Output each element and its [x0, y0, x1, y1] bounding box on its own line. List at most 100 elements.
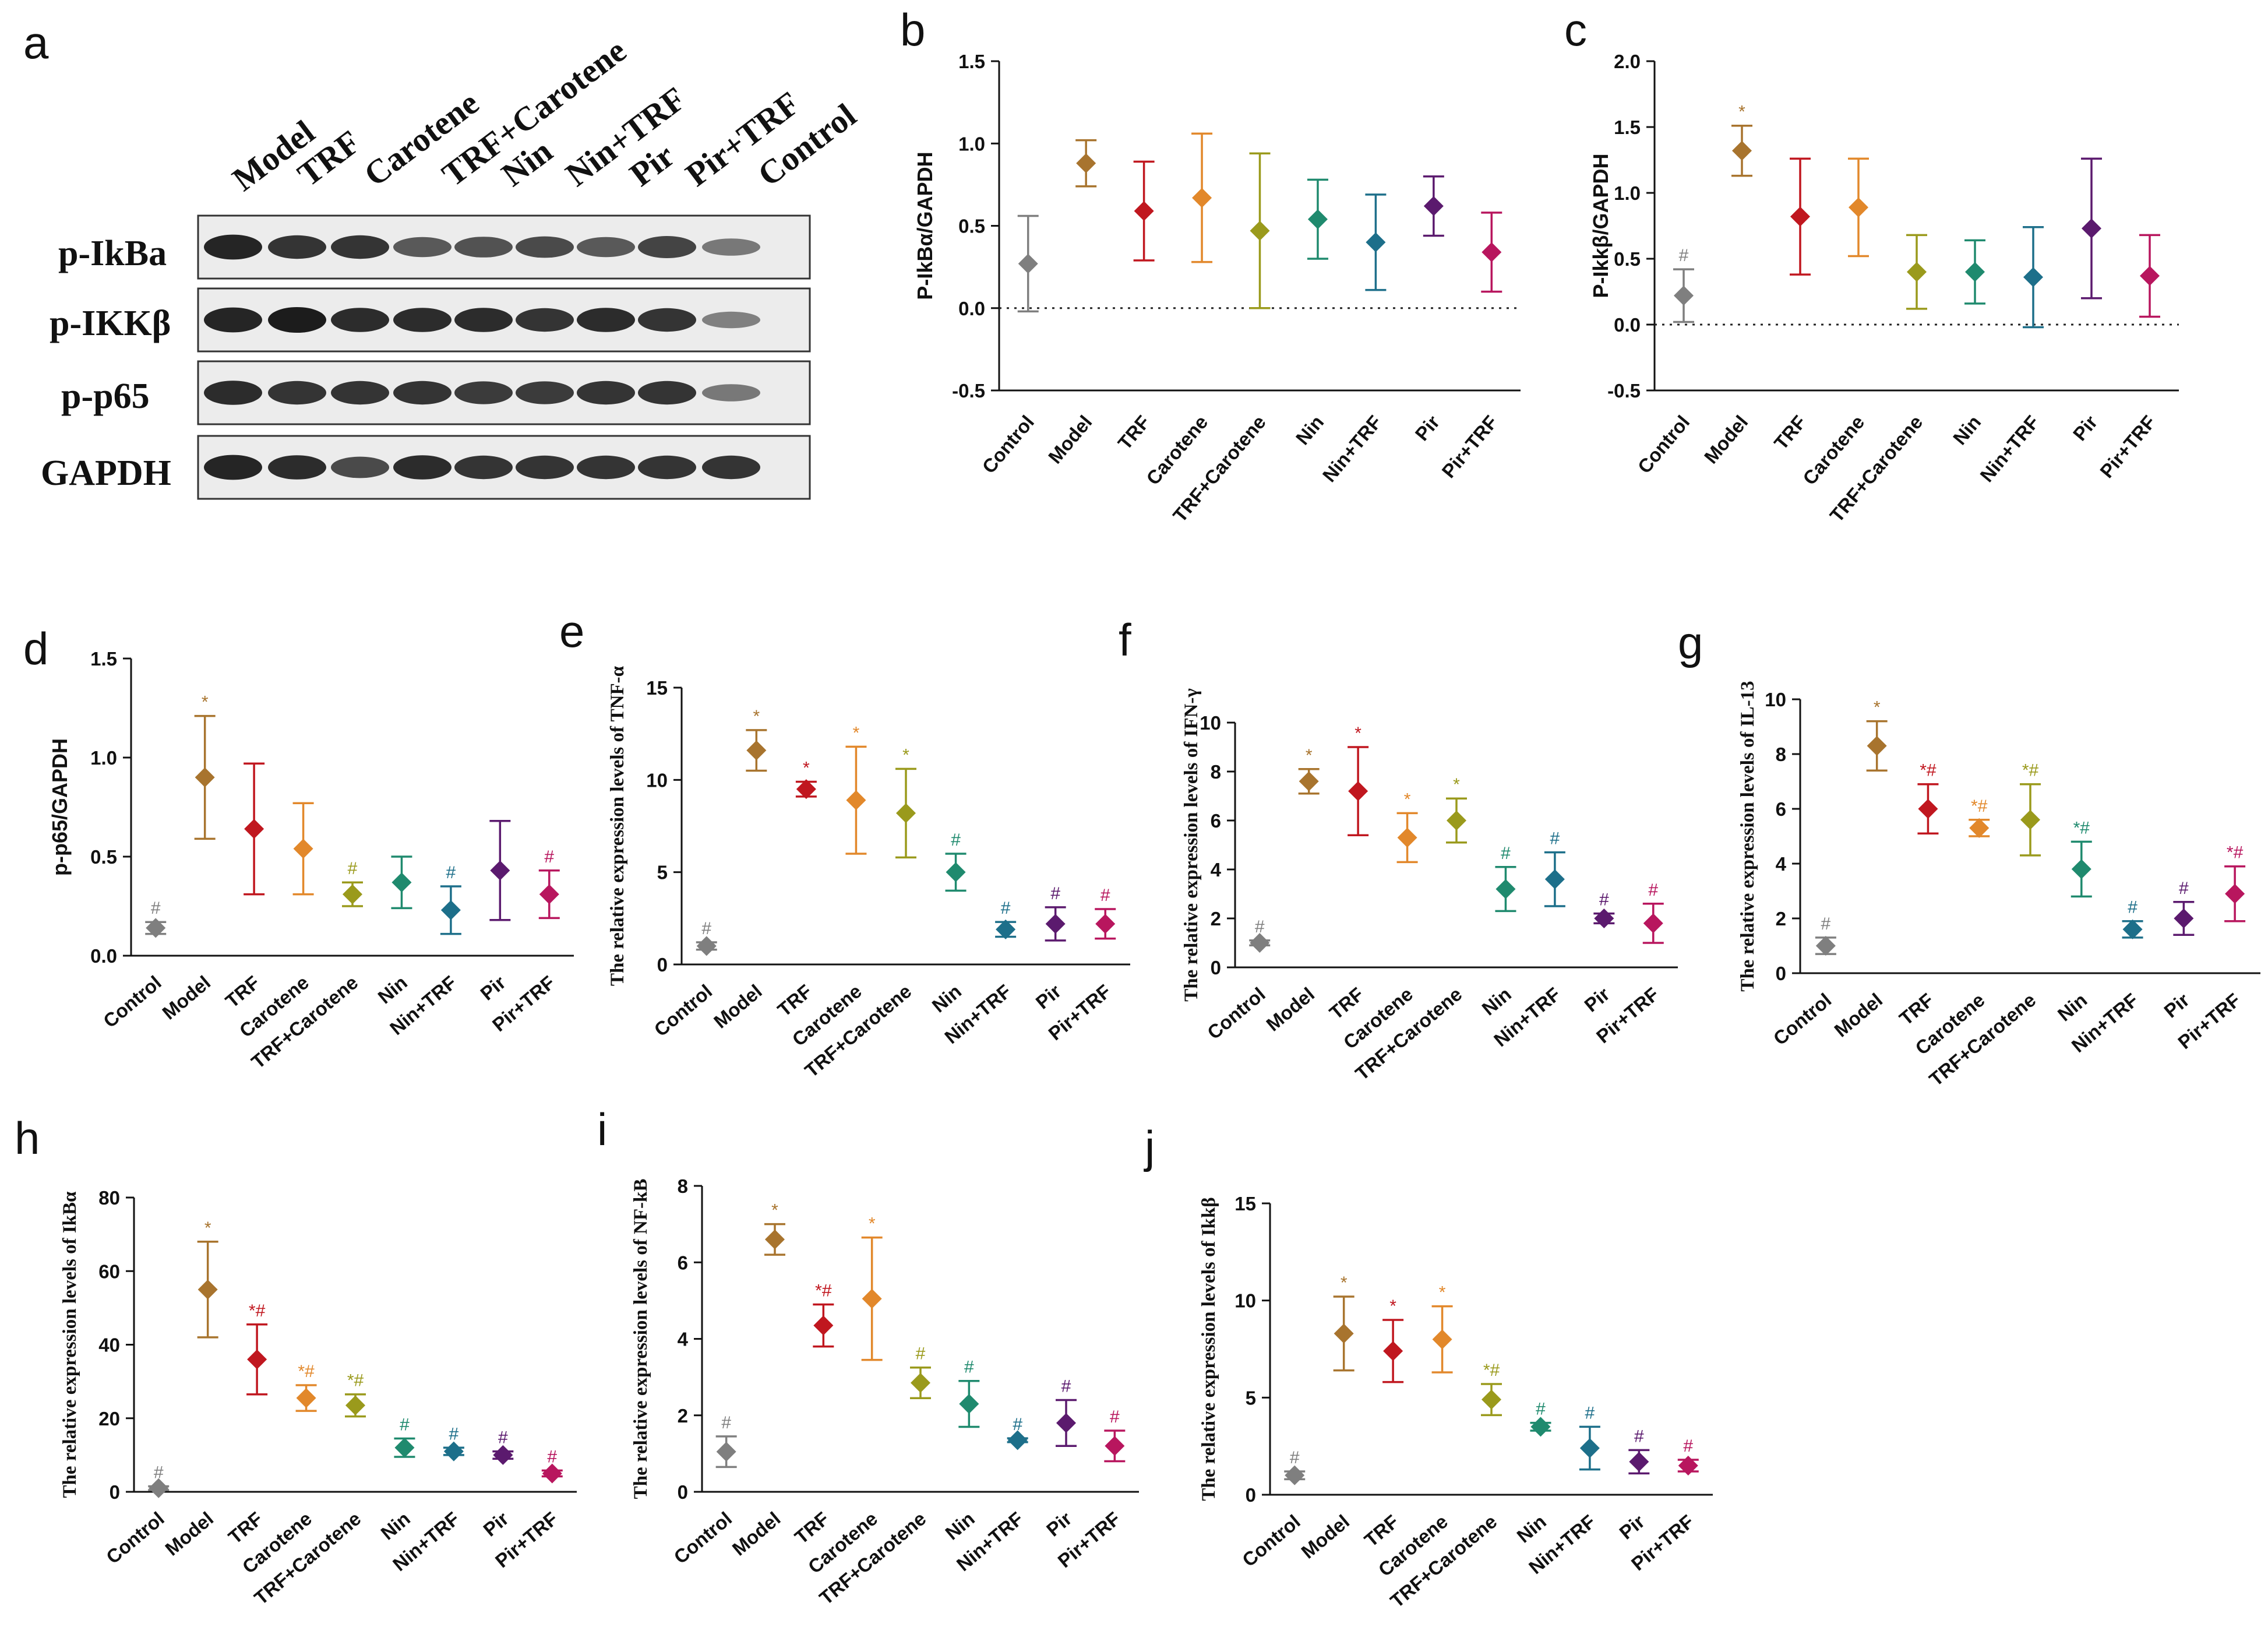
- data-point: [1366, 232, 1386, 252]
- category-label: Nin: [376, 1508, 414, 1544]
- data-point: [197, 1279, 218, 1300]
- category-label: Model: [710, 980, 766, 1033]
- significance-mark: *#: [2073, 818, 2090, 837]
- chart-h: 0 20 40 60 80 The relative expression levels …: [59, 1187, 577, 1609]
- significance-mark: *: [1341, 1273, 1348, 1293]
- significance-mark: #: [701, 919, 711, 938]
- chart-j: 0 5 10 15 The relative expression levels of …: [1198, 1193, 1713, 1612]
- significance-mark: #: [449, 1424, 459, 1443]
- category-label: Nin: [928, 980, 966, 1017]
- category-label: Pir+TRF: [2096, 411, 2160, 482]
- significance-mark: #: [721, 1413, 731, 1432]
- data-point: [1250, 933, 1270, 953]
- data-point: [813, 1315, 834, 1336]
- y-tick-label: 1.5: [958, 51, 985, 72]
- data-point: [1095, 914, 1116, 934]
- data-point: [1918, 799, 1938, 819]
- data-point: [2122, 919, 2143, 939]
- blot-band: [516, 236, 574, 258]
- data-point: [1299, 771, 1319, 791]
- y-tick-label: 15: [1234, 1193, 1256, 1214]
- significance-mark: #: [1679, 246, 1689, 265]
- y-tick-label: 0.0: [958, 298, 985, 319]
- category-label: Model: [161, 1508, 217, 1560]
- category-label: Nin: [1477, 983, 1515, 1020]
- panel-letter-i: i: [597, 1104, 607, 1155]
- significance-mark: #: [2179, 879, 2189, 898]
- data-point: [539, 884, 559, 904]
- y-tick-label: 5: [657, 862, 668, 883]
- blot-band: [577, 455, 635, 480]
- significance-mark: #: [1550, 829, 1560, 848]
- y-tick-label: 1.5: [90, 648, 117, 670]
- significance-mark: #: [1501, 844, 1511, 863]
- data-point: [542, 1463, 562, 1484]
- y-tick-label: 5: [1246, 1387, 1256, 1408]
- category-label: Control: [1203, 983, 1269, 1044]
- significance-mark: *: [1306, 746, 1313, 765]
- blot-band: [702, 311, 760, 329]
- y-tick-label: 10: [1200, 712, 1221, 734]
- category-label: TRF: [1895, 989, 1938, 1030]
- y-tick-label: 15: [646, 677, 668, 699]
- significance-mark: *#: [815, 1281, 832, 1300]
- y-tick-label: 60: [98, 1260, 120, 1282]
- y-tick-label: 2.0: [1614, 51, 1641, 72]
- data-point: [2071, 859, 2091, 879]
- data-point: [1105, 1436, 1125, 1456]
- data-point: [1056, 1413, 1076, 1433]
- blot-band: [331, 381, 389, 405]
- category-label: Pir: [479, 1508, 513, 1541]
- category-label: Pir: [2160, 989, 2193, 1022]
- y-tick-label: 8: [1776, 744, 1786, 765]
- blot-band: [204, 307, 262, 333]
- y-tick-label: -0.5: [952, 380, 985, 402]
- data-point: [1134, 201, 1154, 221]
- blot-band: [638, 236, 696, 258]
- y-tick-label: 1.0: [958, 133, 985, 154]
- category-label: TRF: [1113, 411, 1154, 454]
- category-label: Nin: [1292, 411, 1328, 449]
- data-point: [391, 872, 412, 893]
- data-point: [493, 1445, 513, 1465]
- data-point: [343, 884, 362, 904]
- significance-mark: *#: [347, 1371, 364, 1390]
- y-tick-label: 8: [678, 1175, 688, 1197]
- panel-letter-d: d: [23, 623, 48, 674]
- panel-letter-e: e: [559, 605, 584, 657]
- category-label: Model: [1297, 1510, 1353, 1563]
- significance-mark: *: [869, 1214, 876, 1234]
- chart-g: 0 2 4 6 8 10 The relative expression levels of…: [1737, 681, 2260, 1090]
- data-point: [1285, 1465, 1305, 1485]
- significance-mark: #: [1290, 1448, 1300, 1467]
- y-tick-label: 10: [1765, 689, 1786, 710]
- significance-mark: #: [1821, 914, 1831, 934]
- data-point: [1867, 735, 1887, 756]
- significance-mark: #: [498, 1428, 508, 1448]
- category-label: Control: [650, 980, 717, 1041]
- blot-band: [638, 308, 696, 332]
- category-label: Model: [158, 971, 214, 1024]
- blot-band: [454, 237, 513, 258]
- blot-band: [702, 238, 760, 256]
- y-tick-label: 4: [678, 1329, 689, 1350]
- data-point: [149, 1478, 169, 1498]
- y-tick-label: 40: [98, 1334, 120, 1356]
- y-tick-label: 6: [1776, 798, 1786, 820]
- data-point: [696, 936, 717, 956]
- y-axis-label: The relative expression levels of Ikkβ: [1198, 1197, 1219, 1501]
- significance-mark: #: [1101, 886, 1110, 905]
- data-point: [1629, 1452, 1649, 1472]
- significance-mark: #: [1050, 884, 1060, 903]
- category-label: Model: [1044, 411, 1096, 468]
- significance-mark: #: [1585, 1403, 1595, 1422]
- y-tick-label: 0: [657, 954, 668, 976]
- y-tick-label: 8: [1211, 761, 1221, 783]
- y-tick-label: -0.5: [1607, 380, 1641, 402]
- data-point: [2225, 883, 2245, 904]
- category-label: Control: [1238, 1510, 1304, 1571]
- y-axis-label: The relative expression levels of IkBα: [59, 1191, 80, 1498]
- y-tick-label: 0.0: [90, 945, 117, 967]
- data-point: [146, 918, 166, 938]
